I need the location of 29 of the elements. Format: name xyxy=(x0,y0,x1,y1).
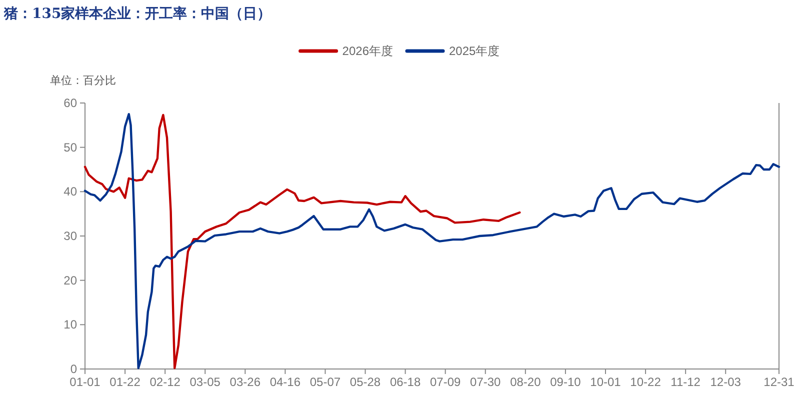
x-tick-label: 05-28 xyxy=(350,375,381,389)
x-tick-label: 08-20 xyxy=(510,375,542,389)
chart-title: 猪：135家样本企业：开工率：中国（日） xyxy=(3,5,272,22)
x-tick-label: 02-12 xyxy=(150,375,181,389)
x-tick-label: 10-22 xyxy=(630,375,662,389)
y-tick-label: 40 xyxy=(64,184,78,199)
x-tick-label: 07-09 xyxy=(430,375,462,389)
x-tick-label: 11-12 xyxy=(670,375,701,389)
x-tick-label: 07-30 xyxy=(470,375,502,389)
x-tick-label: 12-31 xyxy=(764,375,795,389)
legend-label: 2025年度 xyxy=(449,44,500,58)
y-tick-label: 30 xyxy=(64,229,78,243)
x-tick-label: 03-26 xyxy=(230,375,261,389)
y-axis-title: 单位：百分比 xyxy=(50,74,116,87)
x-tick-label: 04-16 xyxy=(270,375,301,389)
x-tick-label: 12-03 xyxy=(710,375,742,389)
y-tick-label: 10 xyxy=(64,318,78,332)
x-tick-label: 10-01 xyxy=(590,375,622,389)
y-tick-label: 0 xyxy=(70,362,78,376)
legend-label: 2026年度 xyxy=(342,44,393,58)
x-tick-label: 03-05 xyxy=(190,375,221,389)
x-tick-label: 05-07 xyxy=(310,375,341,389)
x-tick-label: 01-22 xyxy=(110,375,141,389)
y-tick-label: 50 xyxy=(64,140,78,154)
x-tick-label: 01-01 xyxy=(70,375,101,389)
x-tick-label: 09-10 xyxy=(550,375,582,389)
x-tick-label: 06-18 xyxy=(390,375,421,389)
y-tick-label: 60 xyxy=(64,96,78,110)
y-tick-label: 20 xyxy=(64,273,78,288)
